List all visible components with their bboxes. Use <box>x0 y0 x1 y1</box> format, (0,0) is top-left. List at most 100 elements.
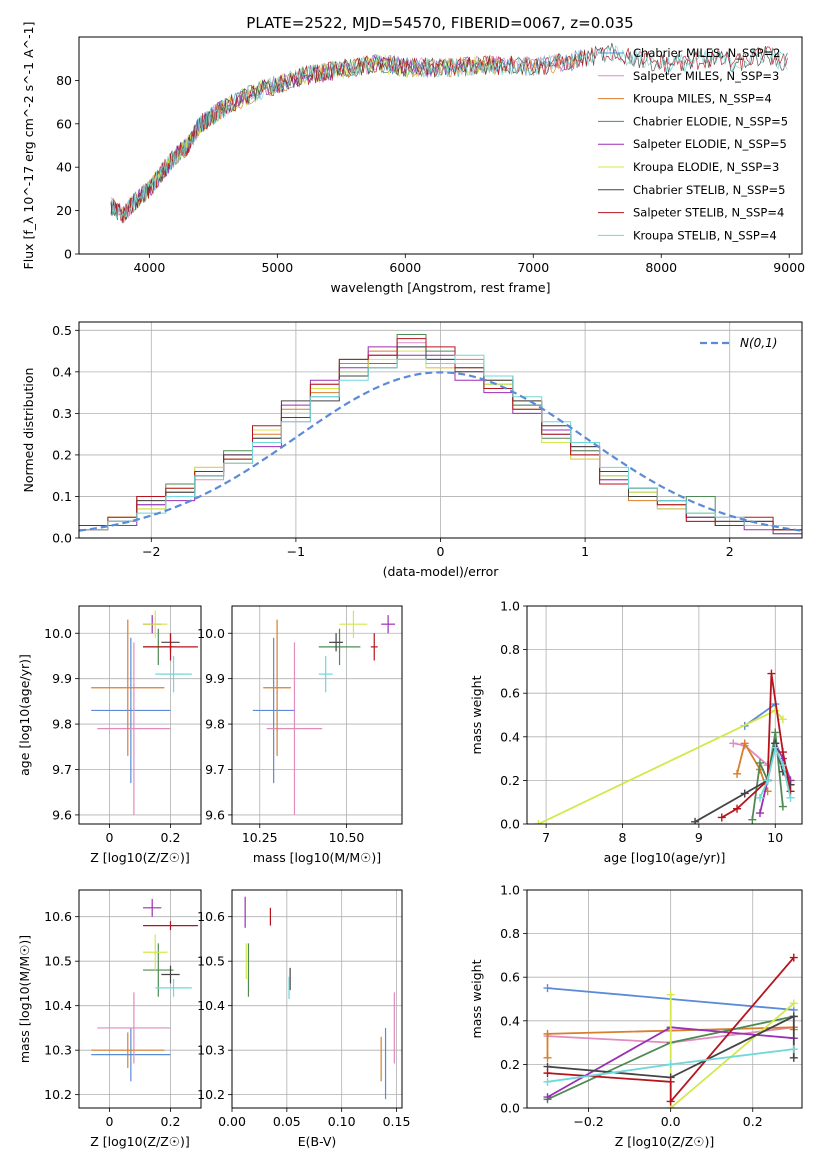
weight-marker-kroupa-stelib <box>666 1060 675 1069</box>
y-axis-label: mass [log10(M/M☉)] <box>17 935 32 1063</box>
legend-label: Salpeter MILES, N_SSP=3 <box>633 69 779 83</box>
x-tick-label: 0 <box>437 544 445 559</box>
y-axis-label: Normed distribution <box>21 368 36 493</box>
y-tick-label: 10.3 <box>44 1043 72 1058</box>
y-tick-label: 0.1 <box>52 489 72 504</box>
y-tick-label: 80 <box>56 73 72 88</box>
axes-frame <box>231 605 403 825</box>
legend-label: Kroupa STELIB, N_SSP=4 <box>633 228 777 242</box>
weight-marker-kroupa-elodie <box>666 990 675 999</box>
x-axis-label: Z [log10(Z/Z☉)] <box>90 1134 190 1149</box>
x-tick-label: 5000 <box>261 260 293 275</box>
x-tick-label: 9 <box>695 830 703 845</box>
weight-marker-kroupa-miles <box>543 1053 552 1062</box>
legend-label: Chabrier MILES, N_SSP=2 <box>633 46 780 60</box>
y-axis-label: mass weight <box>469 959 484 1038</box>
y-tick-label: 0.8 <box>500 642 520 657</box>
y-tick-label: 9.6 <box>205 807 225 822</box>
y-tick-label: 40 <box>56 160 72 175</box>
legend-label: Kroupa MILES, N_SSP=4 <box>633 92 772 106</box>
weight-marker-chabrier-elodie <box>771 728 780 737</box>
x-tick-label: 8 <box>619 830 627 845</box>
weight-marker-salpeter-stelib <box>733 804 742 813</box>
panel-mass-weight-vs-age: 7 8 9 10 0.0 0.2 0.4 0.6 0.8 1.0 age [log10(age/yr… <box>469 599 803 865</box>
x-tick-label: 0.2 <box>161 830 181 845</box>
weight-marker-kroupa-elodie <box>771 706 780 715</box>
axes-frame <box>526 889 803 1109</box>
y-tick-label: 10.5 <box>197 954 225 969</box>
y-tick-label: 10.2 <box>197 1087 225 1102</box>
x-tick-label: 0.2 <box>161 1114 181 1129</box>
x-tick-label: 0 <box>106 1114 114 1129</box>
weight-marker-salpeter-stelib <box>778 748 787 757</box>
y-tick-label: 0.2 <box>500 773 520 788</box>
y-tick-label: 0.6 <box>500 686 520 701</box>
axes-frame <box>526 605 803 825</box>
y-tick-label: 0.4 <box>52 364 72 379</box>
y-tick-label: 0.2 <box>52 447 72 462</box>
y-tick-label: 20 <box>56 203 72 218</box>
x-axis-label: E(B-V) <box>298 1134 337 1149</box>
residuals-legend: N(0,1) <box>700 336 777 350</box>
x-tick-label: 6000 <box>389 260 421 275</box>
weight-marker-chabrier-stelib <box>691 817 700 824</box>
panel-age-vs-mass: 10.25 10.50 9.6 9.7 9.8 9.9 10.0 mass [log10(M/… <box>197 605 403 865</box>
y-tick-label: 9.9 <box>52 671 72 686</box>
weight-marker-chabrier-stelib <box>789 1053 798 1062</box>
x-tick-label: −2 <box>142 544 160 559</box>
legend-label: N(0,1) <box>740 336 777 350</box>
plot-area <box>91 610 198 815</box>
y-tick-label: 9.7 <box>52 762 72 777</box>
weight-marker-chabrier-elodie <box>748 815 757 824</box>
legend-label: Salpeter ELODIE, N_SSP=5 <box>633 137 787 151</box>
weight-marker-salpeter-stelib <box>543 1069 552 1078</box>
weight-marker-chabrier-stelib <box>789 1012 798 1021</box>
y-tick-label: 10.3 <box>197 1043 225 1058</box>
y-axis-label: age [log10(age/yr)] <box>17 654 32 776</box>
y-tick-label: 9.9 <box>205 671 225 686</box>
weight-marker-salpeter-stelib <box>717 813 726 822</box>
normal-reference-curve <box>79 371 802 532</box>
panel-mass-vs-z: 0 0.2 10.2 10.3 10.4 10.5 10.6 Z [log10(Z/Z☉)] m… <box>17 889 202 1149</box>
weight-marker-kroupa-elodie <box>778 715 787 724</box>
weight-marker-kroupa-stelib <box>778 761 787 770</box>
x-tick-label: 0.15 <box>383 1114 411 1129</box>
y-tick-label: 10.0 <box>44 626 72 641</box>
y-axis-label: Flux [f_λ 10^-17 erg cm^-2 s^-1 A^-1] <box>21 22 36 270</box>
x-axis-label: wavelength [Angstrom, rest frame] <box>330 280 550 295</box>
y-tick-label: 0.6 <box>500 970 520 985</box>
y-tick-label: 0.0 <box>500 817 520 832</box>
x-axis-label: Z [log10(Z/Z☉)] <box>615 1134 715 1149</box>
y-tick-label: 9.8 <box>205 717 225 732</box>
x-tick-label: −1 <box>287 544 305 559</box>
panel-age-vs-z: 0 0.2 9.6 9.7 9.8 9.9 10.0 Z [log10(Z/Z☉)] age [… <box>17 605 202 865</box>
axes-frame <box>78 321 803 539</box>
y-tick-label: 10.2 <box>44 1087 72 1102</box>
y-tick-label: 0.3 <box>52 406 72 421</box>
x-tick-label: 9000 <box>773 260 805 275</box>
x-tick-label: −0.2 <box>573 1114 603 1129</box>
x-tick-label: 0.0 <box>661 1114 681 1129</box>
weight-line-kroupa-elodie <box>538 709 784 824</box>
panel-mass-vs-ebv: 0.00 0.05 0.10 0.15 10.2 10.3 10.4 10.5 10.6 E(B-… <box>197 889 411 1149</box>
weight-marker-kroupa-miles <box>740 739 749 748</box>
x-axis-label: (data-model)/error <box>383 564 500 579</box>
y-tick-label: 10.0 <box>197 626 225 641</box>
weight-line-salpeter-stelib <box>547 957 795 1104</box>
plot-area <box>91 898 198 1082</box>
weight-marker-chabrier-elodie <box>778 802 787 811</box>
weight-marker-kroupa-elodie <box>534 820 543 824</box>
y-tick-label: 1.0 <box>500 599 520 614</box>
x-tick-label: 0.2 <box>743 1114 763 1129</box>
y-tick-label: 10.6 <box>197 909 225 924</box>
y-tick-label: 60 <box>56 116 72 131</box>
weight-line-salpeter-stelib <box>721 673 792 819</box>
x-tick-label: 0.00 <box>218 1114 246 1129</box>
weight-marker-salpeter-elodie <box>755 809 764 818</box>
weight-line-kroupa-elodie <box>669 994 795 1108</box>
x-tick-label: 7 <box>542 830 550 845</box>
x-tick-label: 2 <box>726 544 734 559</box>
weight-marker-chabrier-stelib <box>740 789 749 798</box>
weight-marker-salpeter-stelib <box>666 1097 675 1106</box>
